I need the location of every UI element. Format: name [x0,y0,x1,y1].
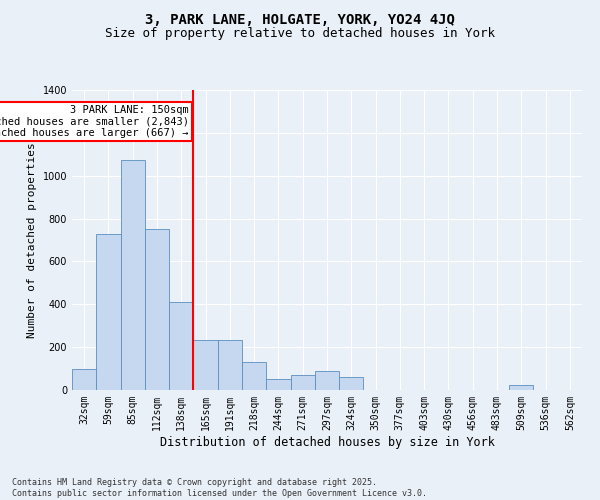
Bar [242,362,266,390]
Bar [218,340,242,390]
Bar [290,375,315,390]
Bar [121,160,145,390]
Y-axis label: Number of detached properties: Number of detached properties [27,142,37,338]
Bar [169,302,193,390]
Bar [339,377,364,390]
Bar [72,368,96,390]
Bar [315,370,339,390]
Bar [266,380,290,390]
X-axis label: Distribution of detached houses by size in York: Distribution of detached houses by size … [160,436,494,448]
Text: Contains HM Land Registry data © Crown copyright and database right 2025.
Contai: Contains HM Land Registry data © Crown c… [12,478,427,498]
Text: 3 PARK LANE: 150sqm
← 81% of detached houses are smaller (2,843)
19% of semi-det: 3 PARK LANE: 150sqm ← 81% of detached ho… [0,105,188,138]
Bar [145,230,169,390]
Bar [509,384,533,390]
Text: 3, PARK LANE, HOLGATE, YORK, YO24 4JQ: 3, PARK LANE, HOLGATE, YORK, YO24 4JQ [145,12,455,26]
Bar [193,340,218,390]
Bar [96,234,121,390]
Text: Size of property relative to detached houses in York: Size of property relative to detached ho… [105,28,495,40]
